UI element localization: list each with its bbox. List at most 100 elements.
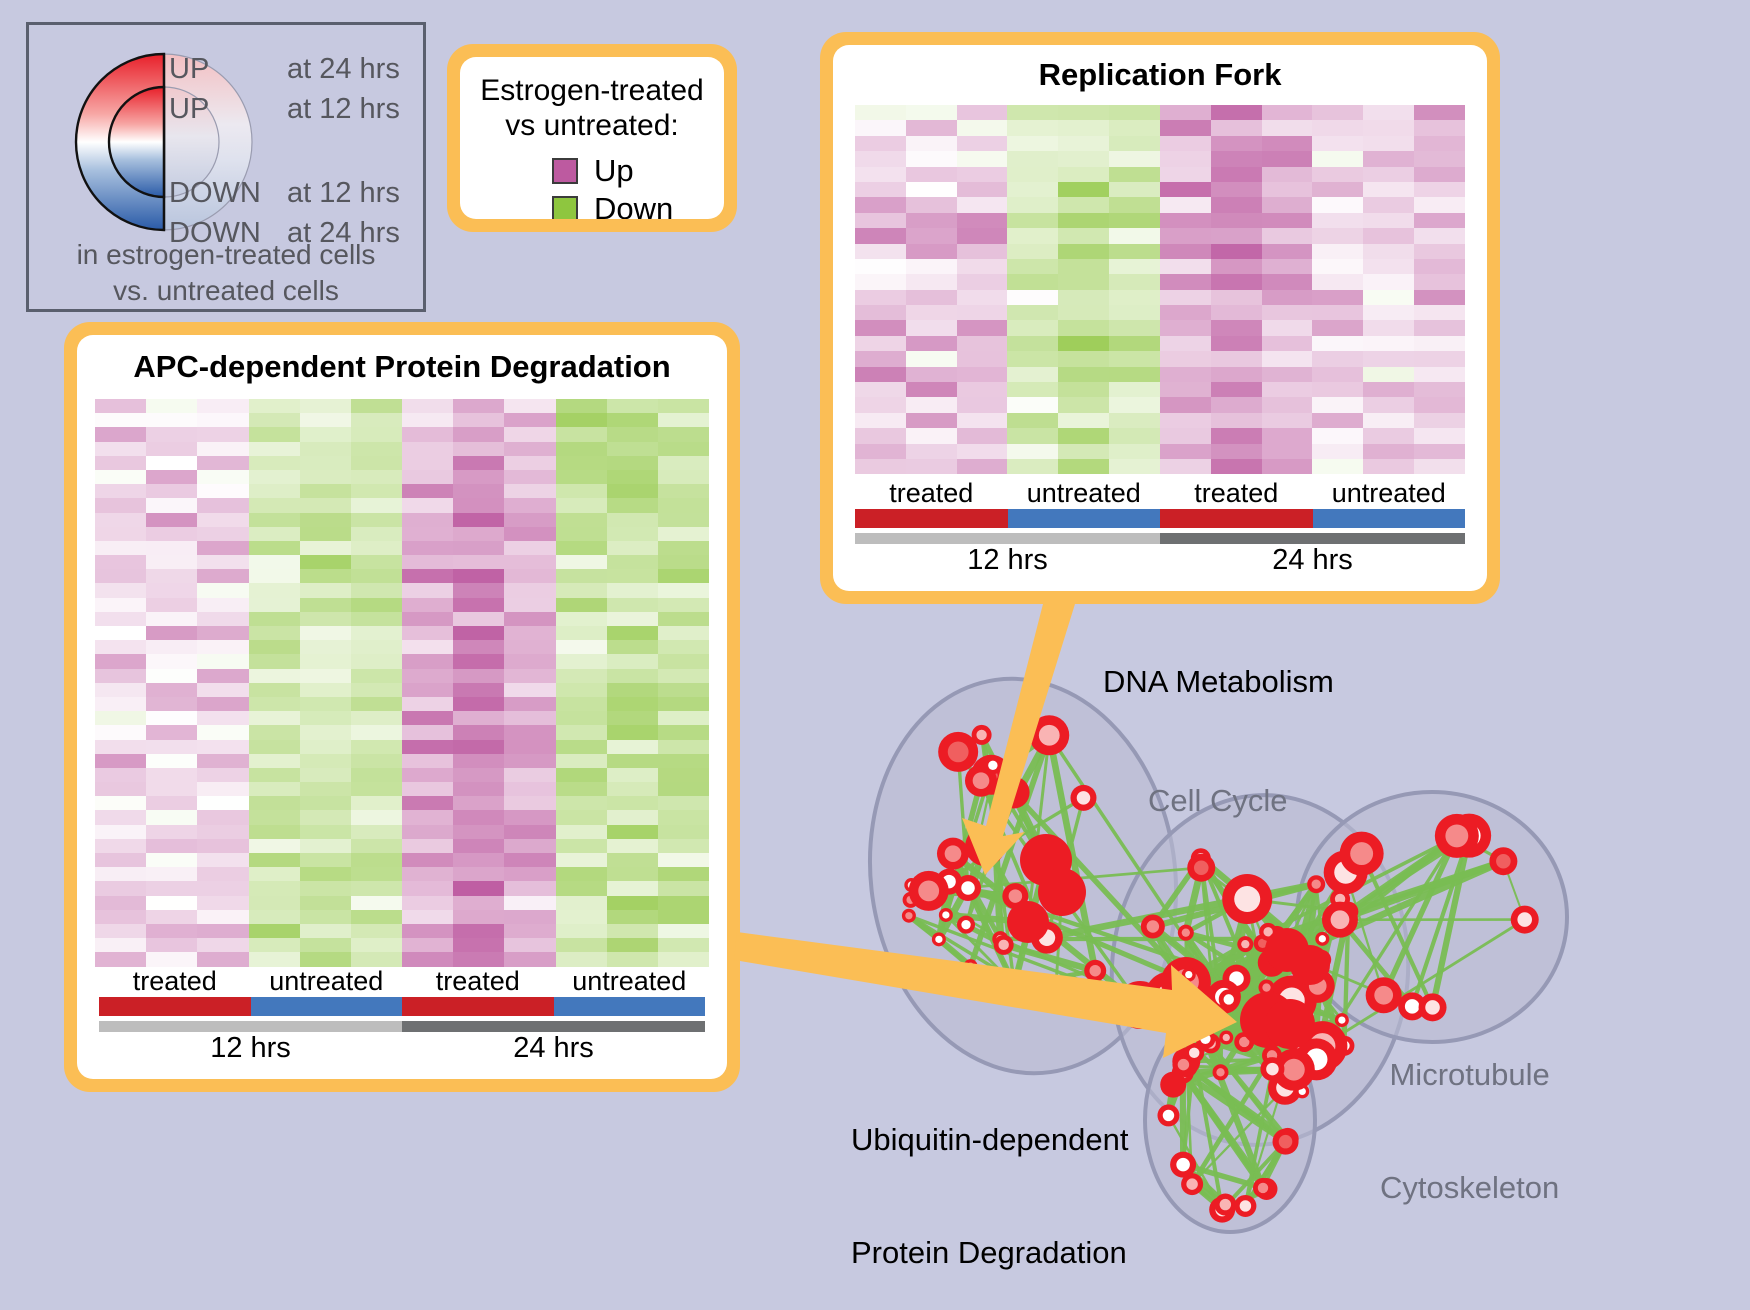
colorwheel-legend-box: UP at 24 hrs UP at 12 hrs DOWN at 12 hrs… (26, 22, 426, 312)
heatmap-cell (1109, 351, 1160, 366)
heatmap-cell (1109, 244, 1160, 259)
heatmap-cell (146, 839, 197, 853)
heatmap-cell (1312, 228, 1363, 243)
heatmap-cell (453, 796, 504, 810)
colorwheel-direction: DOWN (169, 177, 287, 210)
heatmap-cell (1262, 428, 1313, 443)
condition-label-row: treated untreated treated untreated (99, 966, 705, 997)
heatmap-cell (300, 626, 351, 640)
heatmap-cell (1007, 151, 1058, 166)
heatmap-cell (556, 725, 607, 739)
heatmap-cell (1312, 367, 1363, 382)
heatmap-cell (1262, 382, 1313, 397)
heatmap-cell (351, 654, 402, 668)
heatmap-cell (197, 924, 248, 938)
heatmap-cell (855, 305, 906, 320)
apc-dependent-title: APC-dependent Protein Degradation (77, 335, 727, 399)
heatmap-cell (556, 839, 607, 853)
heatmap-cell (249, 825, 300, 839)
heatmap-cell (957, 244, 1008, 259)
heatmap-cell (146, 740, 197, 754)
heatmap-cell (1109, 167, 1160, 182)
heatmap-cell (1211, 382, 1262, 397)
heatmap-cell (300, 598, 351, 612)
heatmap-cell (607, 825, 658, 839)
heatmap-cell (607, 513, 658, 527)
heatmap-cell (556, 569, 607, 583)
heatmap-cell (658, 796, 709, 810)
heatmap-cell (658, 399, 709, 413)
network-node (1265, 999, 1315, 1049)
heatmap-cell (607, 498, 658, 512)
heatmap-cell (300, 484, 351, 498)
heatmap-cell (1160, 228, 1211, 243)
heatmap-cell (351, 669, 402, 683)
heatmap-cell (607, 782, 658, 796)
heatmap-cell (607, 654, 658, 668)
heatmap-cell (504, 853, 555, 867)
heatmap-cell (453, 654, 504, 668)
heatmap-cell (146, 612, 197, 626)
network-node-core (1234, 886, 1260, 912)
heatmap-cell (1363, 259, 1414, 274)
heatmap-cell (1007, 197, 1058, 212)
heatmap-cell (351, 612, 402, 626)
heatmap-cell (1363, 228, 1414, 243)
heatmap-cell (95, 612, 146, 626)
heatmap-cell (402, 513, 453, 527)
heatmap-cell (146, 938, 197, 952)
time-bar-segment (1160, 533, 1465, 544)
heatmap-cell (1414, 136, 1465, 151)
heatmap-cell (1160, 413, 1211, 428)
heatmap-cell (658, 938, 709, 952)
heatmap-cell (658, 427, 709, 441)
heatmap-cell (607, 896, 658, 910)
heatmap-cell (607, 754, 658, 768)
replication-fork-title: Replication Fork (833, 45, 1487, 105)
network-node-core (1009, 980, 1019, 990)
heatmap-cell (556, 484, 607, 498)
heatmap-cell (402, 470, 453, 484)
heatmap-cell (607, 924, 658, 938)
heatmap-cell (607, 640, 658, 654)
network-node-core (1241, 940, 1249, 948)
heatmap-cell (453, 399, 504, 413)
heatmap-cell (556, 541, 607, 555)
heatmap-cell (197, 669, 248, 683)
heatmap-cell (300, 456, 351, 470)
heatmap-cell (453, 427, 504, 441)
heatmap-cell (1211, 244, 1262, 259)
heatmap-cell (658, 910, 709, 924)
heatmap-cell (351, 697, 402, 711)
heatmap-cell (146, 598, 197, 612)
heatmap-cell (1312, 290, 1363, 305)
heatmap-cell (300, 853, 351, 867)
heatmap-cell (249, 910, 300, 924)
heatmap-cell (300, 740, 351, 754)
heatmap-cell (1109, 320, 1160, 335)
heatmap-cell (1312, 320, 1363, 335)
heatmap-cell (1262, 136, 1313, 151)
heatmap-cell (300, 881, 351, 895)
heatmap-cell (906, 320, 957, 335)
heatmap-cell (351, 683, 402, 697)
heatmap-cell (1211, 105, 1262, 120)
heatmap-cell (197, 427, 248, 441)
heatmap-cell (607, 683, 658, 697)
heatmap-cell (607, 711, 658, 725)
network-node-core (942, 911, 949, 918)
heatmap-cell (1262, 182, 1313, 197)
condition-bar-segment (855, 509, 1008, 528)
heatmap-cell (249, 881, 300, 895)
heatmap-cell (300, 555, 351, 569)
ubiquitin-line2: Protein Degradation (851, 1234, 1129, 1272)
heatmap-cell (300, 782, 351, 796)
condition-bar-segment (1313, 509, 1466, 528)
heatmap-cell (300, 810, 351, 824)
heatmap-cell (249, 527, 300, 541)
heatmap-cell (906, 382, 957, 397)
heatmap-cell (504, 867, 555, 881)
heatmap-cell (504, 669, 555, 683)
heatmap-cell (1007, 351, 1058, 366)
heatmap-cell (957, 136, 1008, 151)
